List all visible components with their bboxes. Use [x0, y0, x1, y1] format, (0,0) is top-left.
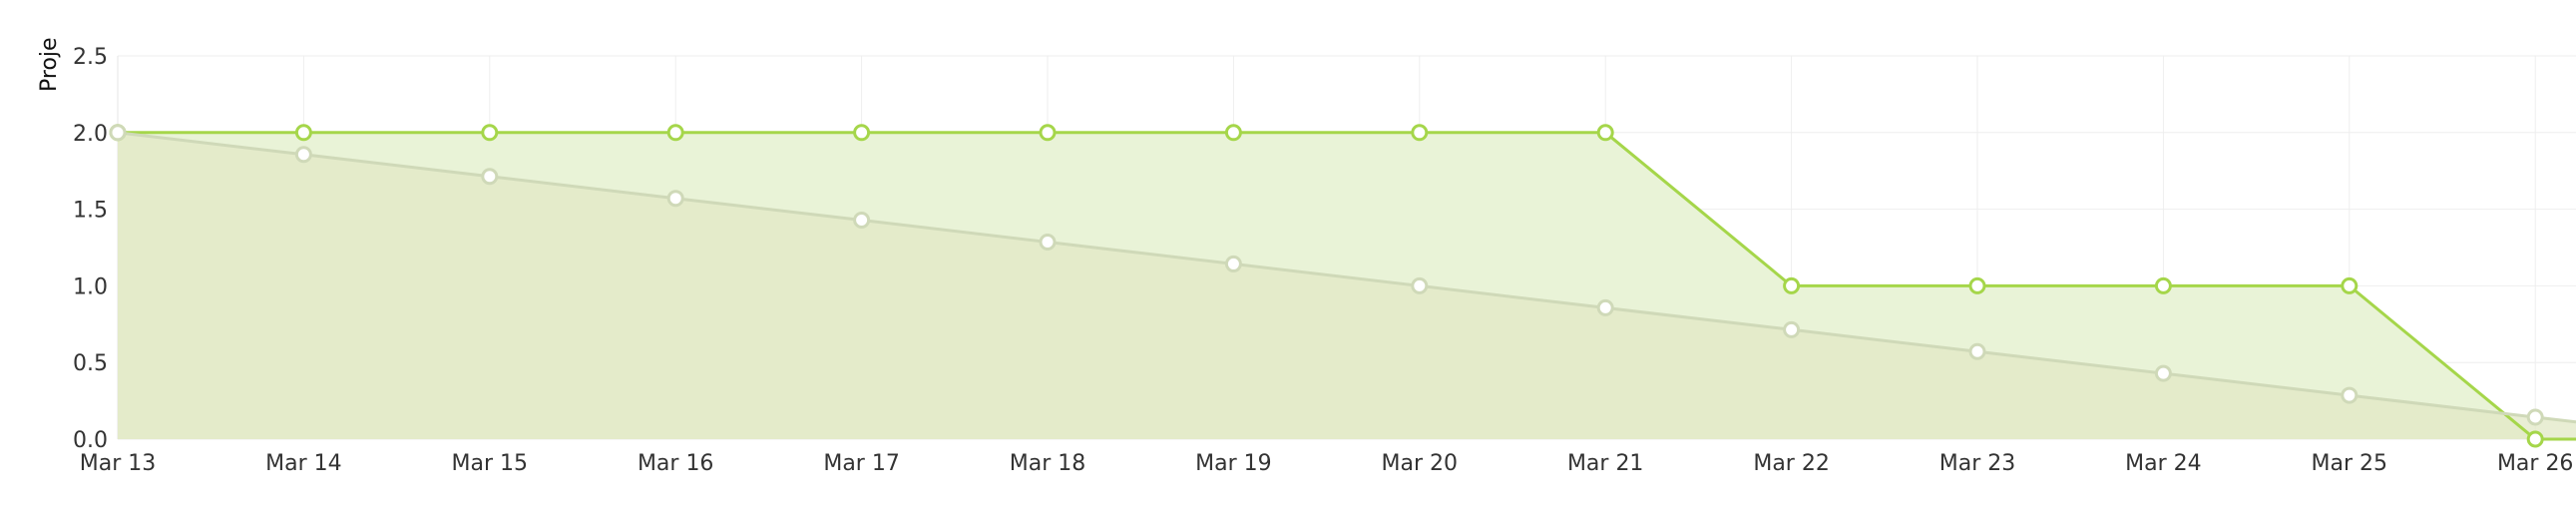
data-point [2156, 278, 2170, 292]
y-tick-label: 1.0 [73, 274, 108, 299]
x-tick-label: Mar 13 [80, 451, 157, 476]
x-tick-label: Mar 17 [823, 451, 900, 476]
data-point [1413, 126, 1427, 140]
data-point [1413, 278, 1427, 292]
data-point [483, 126, 497, 140]
data-point [1785, 322, 1799, 336]
data-point [1598, 300, 1612, 314]
data-point [668, 192, 682, 206]
x-tick-label: Mar 25 [2312, 451, 2388, 476]
data-point [1226, 126, 1240, 140]
x-tick-label: Mar 21 [1567, 451, 1644, 476]
data-point [1970, 344, 1984, 358]
data-point [296, 126, 310, 140]
data-point [2343, 388, 2357, 402]
data-point [111, 126, 125, 140]
y-tick-label: 2.0 [73, 122, 108, 147]
data-point [2156, 366, 2170, 380]
x-tick-label: Mar 19 [1195, 451, 1272, 476]
data-point [296, 148, 310, 162]
data-point [2343, 278, 2357, 292]
x-tick-label: Mar 22 [1753, 451, 1830, 476]
y-tick-label: 2.5 [73, 45, 108, 70]
data-point [668, 126, 682, 140]
data-point [1226, 257, 1240, 270]
data-point [1041, 235, 1055, 249]
y-tick-label: 0.5 [73, 351, 108, 376]
x-tick-label: Mar 23 [1939, 451, 2016, 476]
data-point [855, 214, 869, 228]
y-tick-labels: 0.0 0.5 1.0 1.5 2.0 2.5 [73, 45, 108, 453]
data-point [855, 126, 869, 140]
data-point [1785, 278, 1799, 292]
x-tick-label: Mar 26 [2497, 451, 2574, 476]
data-point [483, 170, 497, 184]
data-point [1041, 126, 1055, 140]
y-tick-label: 1.5 [73, 199, 108, 224]
x-tick-label: Mar 18 [1010, 451, 1086, 476]
y-tick-label: 0.0 [73, 428, 108, 453]
data-point [2528, 410, 2542, 424]
data-point [2528, 432, 2542, 446]
x-tick-label: Mar 15 [452, 451, 529, 476]
x-tick-label: Mar 20 [1382, 451, 1459, 476]
x-tick-label: Mar 16 [638, 451, 714, 476]
data-point [1598, 126, 1612, 140]
y-axis-label: Proje [37, 37, 62, 92]
x-tick-labels: Mar 13 Mar 14 Mar 15 Mar 16 Mar 17 Mar 18 Mar … [80, 451, 2574, 476]
data-point [1970, 278, 1984, 292]
x-tick-label: Mar 24 [2125, 451, 2202, 476]
x-tick-label: Mar 14 [265, 451, 342, 476]
